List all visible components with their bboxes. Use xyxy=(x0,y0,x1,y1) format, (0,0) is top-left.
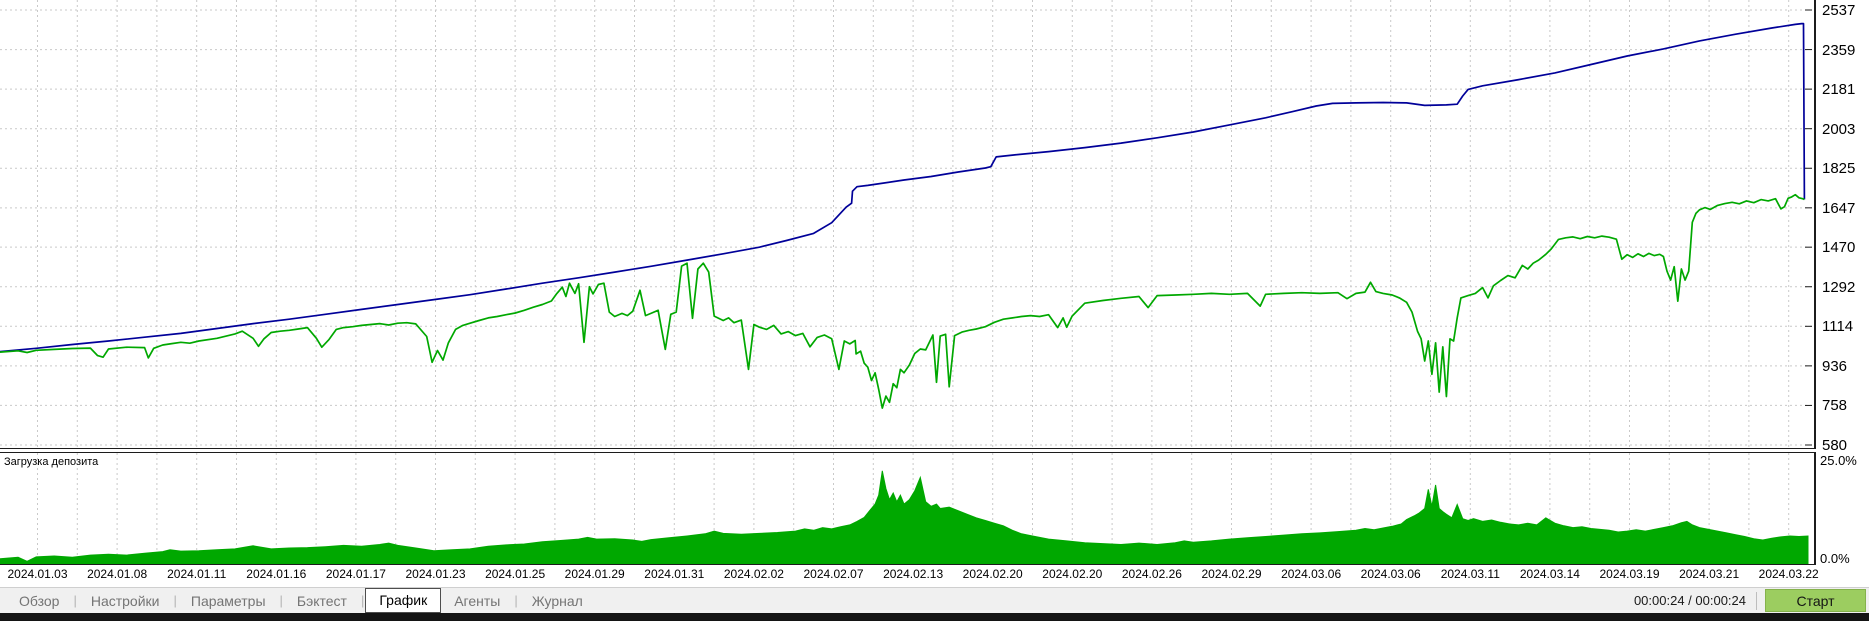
y-axis-label: 1114 xyxy=(1822,318,1854,336)
tab-separator: | xyxy=(360,593,365,608)
x-axis-label: 2024.02.02 xyxy=(723,567,784,581)
tab-journal[interactable]: Журнал xyxy=(531,592,583,609)
y-axis-label: 936 xyxy=(1822,357,1848,375)
status-bar: 00:00:24 / 00:00:24 Старт xyxy=(1634,588,1869,613)
x-axis-label: 2024.01.23 xyxy=(405,567,466,581)
deposit-load-min-label: 0.0% xyxy=(1820,551,1850,566)
start-button[interactable]: Старт xyxy=(1765,589,1866,612)
y-axis-label: 758 xyxy=(1822,397,1848,415)
y-axis-label: 1470 xyxy=(1822,239,1856,257)
tab-backtest[interactable]: Бэктест xyxy=(296,592,347,609)
x-axis-label: 2024.01.11 xyxy=(167,567,227,581)
deposit_load-area xyxy=(0,470,1809,564)
x-axis-label: 2024.01.03 xyxy=(7,567,68,581)
tab-separator: | xyxy=(514,593,518,608)
tab-separator: | xyxy=(173,593,177,608)
x-axis-label: 2024.03.21 xyxy=(1679,567,1740,581)
x-axis-label: 2024.03.06 xyxy=(1360,567,1421,581)
x-axis-label: 2024.02.20 xyxy=(962,567,1023,581)
y-axis-label: 1647 xyxy=(1822,199,1856,217)
tab-chart[interactable]: График xyxy=(365,588,442,613)
x-axis-label: 2024.03.11 xyxy=(1440,567,1500,581)
y-axis-label: 1292 xyxy=(1822,278,1856,296)
y-axis-label: 2537 xyxy=(1822,2,1856,19)
y-axis-label: 580 xyxy=(1822,437,1848,454)
y-axis-label: 2359 xyxy=(1822,41,1856,59)
tab-settings[interactable]: Настройки xyxy=(90,592,160,609)
x-axis-label: 2024.02.20 xyxy=(1042,567,1103,581)
x-axis-label: 2024.02.29 xyxy=(1201,567,1262,581)
tab-agents[interactable]: Агенты xyxy=(454,592,501,609)
x-axis-label: 2024.01.31 xyxy=(644,567,705,581)
elapsed-time: 00:00:24 / 00:00:24 xyxy=(1633,593,1746,608)
x-axis-label: 2024.02.26 xyxy=(1121,567,1182,581)
deposit-load-max-label: 25.0% xyxy=(1820,453,1857,468)
x-axis-label: 2024.01.16 xyxy=(246,567,307,581)
y-axis-label: 1825 xyxy=(1822,160,1856,178)
x-axis-label: 2024.03.19 xyxy=(1599,567,1660,581)
x-axis-label: 2024.03.22 xyxy=(1758,567,1819,581)
x-axis-label: 2024.01.17 xyxy=(325,567,386,581)
x-axis-label: 2024.01.25 xyxy=(485,567,546,581)
tab-separator: | xyxy=(279,593,283,608)
status-separator xyxy=(1756,591,1757,610)
y-axis-label: 2181 xyxy=(1822,81,1856,99)
y-axis-label: 2003 xyxy=(1822,120,1856,138)
balance-equity-svg xyxy=(0,0,1812,448)
tab-parameters[interactable]: Параметры xyxy=(190,592,266,609)
tab-separator: | xyxy=(73,593,77,608)
tab-list: Обзор | Настройки | Параметры | Бэктест | График… xyxy=(0,588,596,613)
balance-line xyxy=(0,22,1806,353)
deposit-load-panel[interactable]: Загрузка депозита xyxy=(0,452,1816,565)
tab-overview[interactable]: Обзор xyxy=(19,592,60,609)
tab-bar: Обзор | Настройки | Параметры | Бэктест | График… xyxy=(0,587,1869,613)
equity-line xyxy=(0,193,1805,409)
deposit-load-title: Загрузка депозита xyxy=(4,456,99,468)
deposit-load-svg xyxy=(0,453,1809,564)
balance-equity-chart[interactable] xyxy=(0,0,1816,449)
x-axis-label: 2024.02.13 xyxy=(883,567,944,581)
bottom-strip xyxy=(0,613,1869,621)
x-axis-label: 2024.03.14 xyxy=(1519,567,1580,581)
x-axis-label: 2024.01.08 xyxy=(87,567,148,581)
x-axis-label: 2024.01.29 xyxy=(564,567,625,581)
x-axis-label: 2024.02.07 xyxy=(803,567,864,581)
x-axis-label: 2024.03.06 xyxy=(1281,567,1342,581)
